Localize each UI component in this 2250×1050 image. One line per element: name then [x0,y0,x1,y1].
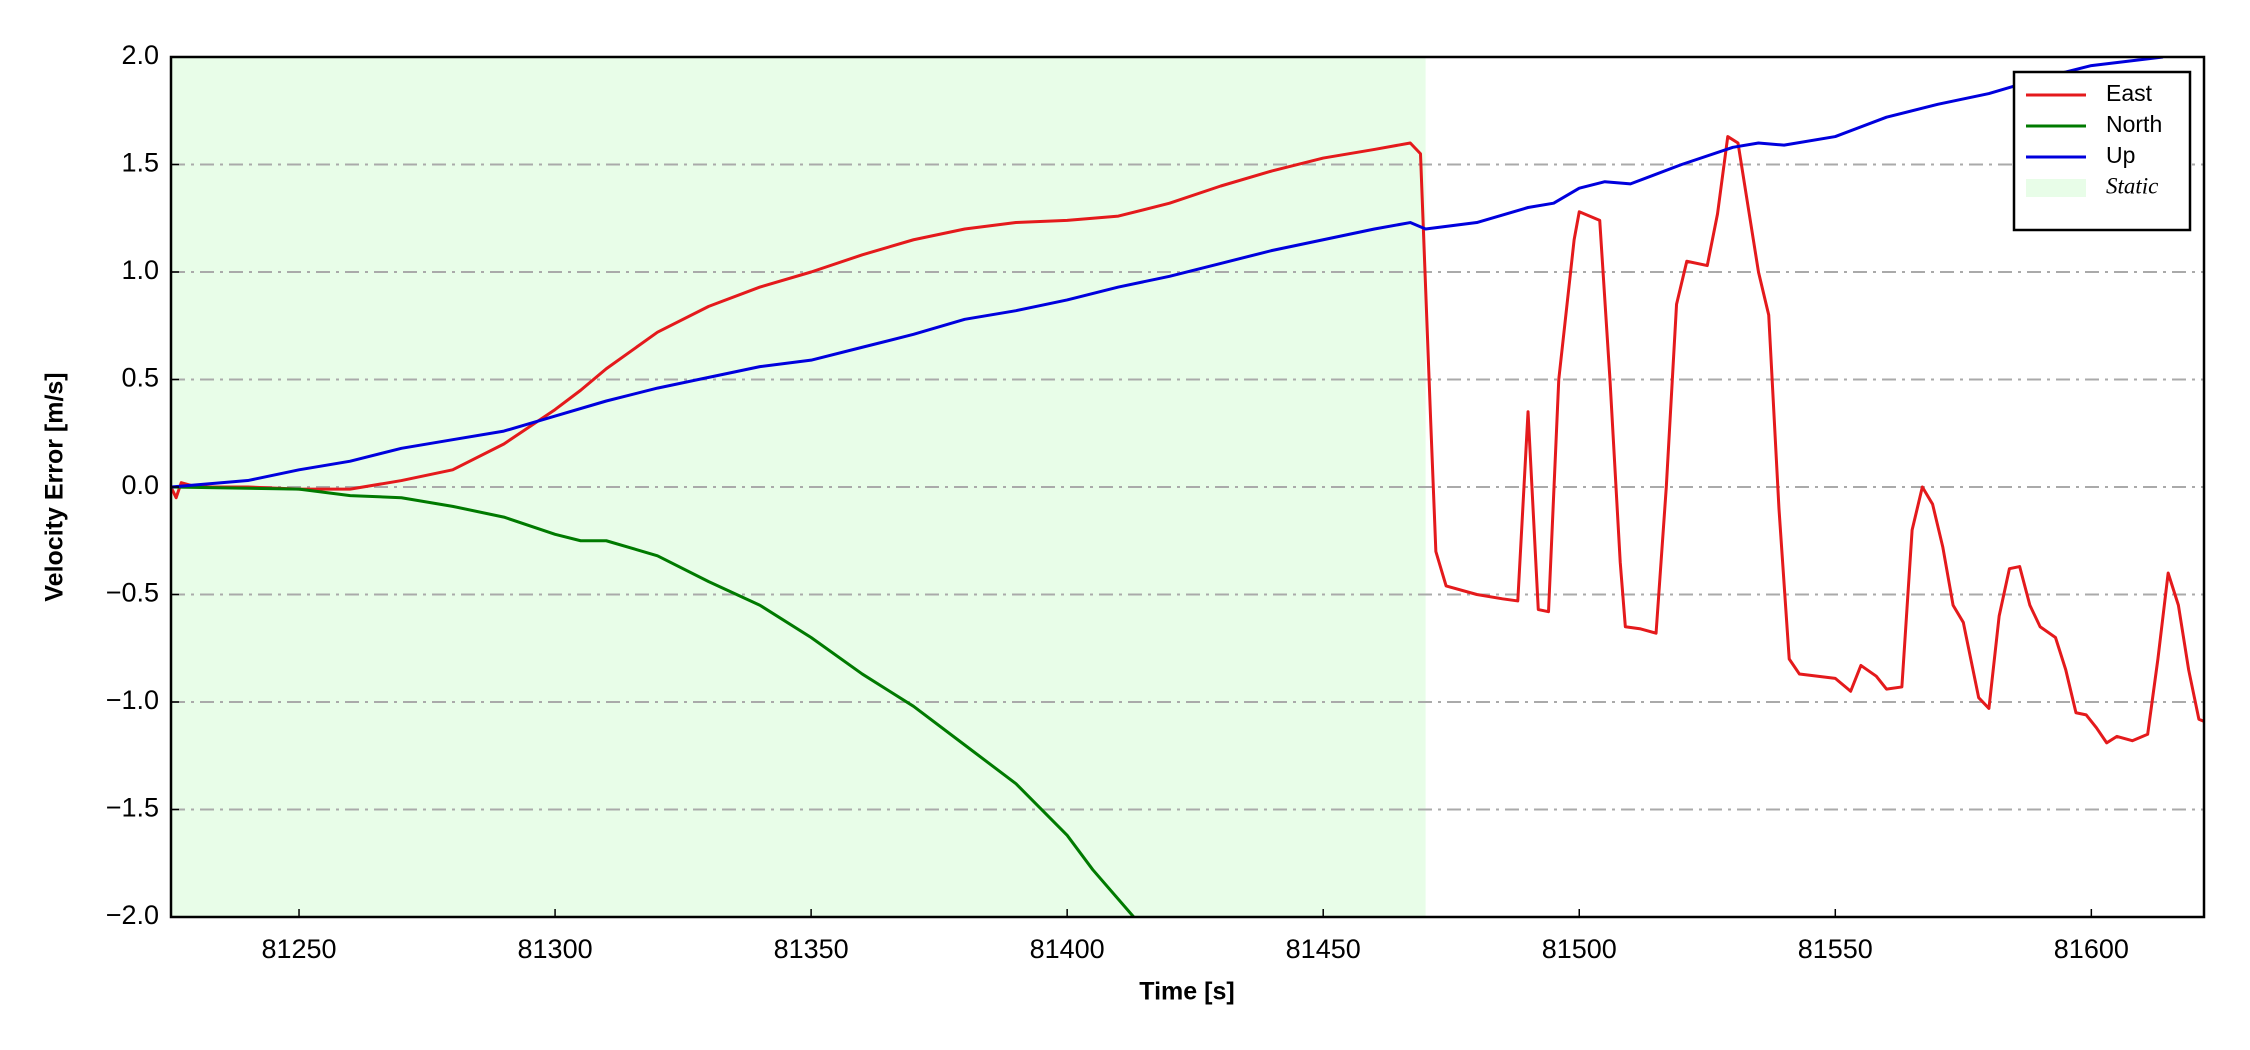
series-line [171,57,2164,489]
x-tick-label: 81400 [1030,934,1105,964]
legend-box [2012,70,2192,232]
y-tick-label: −1.5 [106,793,159,823]
legend: East North Up Static [2012,70,2192,232]
legend-label: Static [2106,173,2158,198]
x-tick-label: 81600 [2054,934,2129,964]
x-tick-label: 81550 [1798,934,1873,964]
plot-frame [169,55,2206,919]
y-axis-label: Velocity Error [m/s] [41,372,69,601]
plot-area [171,57,2204,917]
legend-label: Up [2106,142,2135,168]
x-tick-label: 81350 [774,934,849,964]
series-line [171,485,1135,917]
y-tick-label: 1.5 [121,148,159,178]
y-tick-label: 0.0 [121,470,159,500]
y-tick-label: −1.0 [106,685,159,715]
legend-swatch [2026,179,2086,197]
y-tick-label: 2.0 [121,40,159,70]
x-tick-label: 81500 [1542,934,1617,964]
x-tick-label: 81250 [261,934,336,964]
legend-label: East [2106,80,2153,106]
y-tick-label: −0.5 [106,578,159,608]
x-axis-label: Time [s] [1139,978,1234,1006]
x-tick-label: 81450 [1286,934,1361,964]
y-tick-label: 0.5 [121,363,159,393]
y-tick-label: 1.0 [121,255,159,285]
series-line [171,135,2204,745]
legend-label: North [2106,111,2162,137]
x-tick-label: 81300 [518,934,593,964]
y-tick-label: −2.0 [106,900,159,930]
